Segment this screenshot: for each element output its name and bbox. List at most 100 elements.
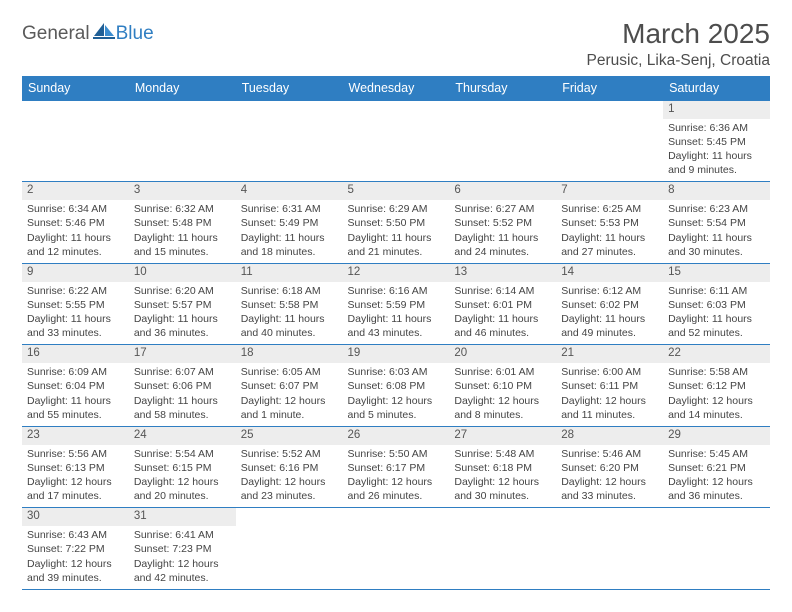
day-number: 31	[129, 508, 236, 526]
weekday-header: Thursday	[449, 76, 556, 101]
day-number: 10	[129, 264, 236, 282]
day-number: 3	[129, 182, 236, 200]
calendar-day-cell: 6Sunrise: 6:27 AMSunset: 5:52 PMDaylight…	[449, 182, 556, 263]
day-details: Sunrise: 6:20 AMSunset: 5:57 PMDaylight:…	[129, 282, 236, 345]
weekday-header: Sunday	[22, 76, 129, 101]
sunset-line: Sunset: 5:50 PM	[348, 216, 445, 230]
calendar-day-cell: 23Sunrise: 5:56 AMSunset: 6:13 PMDayligh…	[22, 426, 129, 507]
calendar-day-cell: 4Sunrise: 6:31 AMSunset: 5:49 PMDaylight…	[236, 182, 343, 263]
daylight-line: Daylight: 12 hours and 11 minutes.	[561, 394, 658, 422]
calendar-table: SundayMondayTuesdayWednesdayThursdayFrid…	[22, 76, 770, 590]
daylight-line: Daylight: 11 hours and 58 minutes.	[134, 394, 231, 422]
day-number: 11	[236, 264, 343, 282]
calendar-day-cell: 14Sunrise: 6:12 AMSunset: 6:02 PMDayligh…	[556, 263, 663, 344]
calendar-day-cell	[129, 101, 236, 182]
calendar-day-cell: 3Sunrise: 6:32 AMSunset: 5:48 PMDaylight…	[129, 182, 236, 263]
sunset-line: Sunset: 6:02 PM	[561, 298, 658, 312]
day-number: 29	[663, 427, 770, 445]
day-details: Sunrise: 5:56 AMSunset: 6:13 PMDaylight:…	[22, 445, 129, 508]
daylight-line: Daylight: 11 hours and 36 minutes.	[134, 312, 231, 340]
day-number: 2	[22, 182, 129, 200]
day-details: Sunrise: 6:05 AMSunset: 6:07 PMDaylight:…	[236, 363, 343, 426]
daylight-line: Daylight: 11 hours and 18 minutes.	[241, 231, 338, 259]
daylight-line: Daylight: 12 hours and 20 minutes.	[134, 475, 231, 503]
daylight-line: Daylight: 12 hours and 39 minutes.	[27, 557, 124, 585]
sunrise-line: Sunrise: 6:05 AM	[241, 365, 338, 379]
day-details: Sunrise: 6:29 AMSunset: 5:50 PMDaylight:…	[343, 200, 450, 263]
sunset-line: Sunset: 6:15 PM	[134, 461, 231, 475]
sunset-line: Sunset: 7:23 PM	[134, 542, 231, 556]
day-details: Sunrise: 5:45 AMSunset: 6:21 PMDaylight:…	[663, 445, 770, 508]
day-details: Sunrise: 5:50 AMSunset: 6:17 PMDaylight:…	[343, 445, 450, 508]
sunrise-line: Sunrise: 6:31 AM	[241, 202, 338, 216]
calendar-day-cell: 10Sunrise: 6:20 AMSunset: 5:57 PMDayligh…	[129, 263, 236, 344]
sunrise-line: Sunrise: 5:58 AM	[668, 365, 765, 379]
sunset-line: Sunset: 5:53 PM	[561, 216, 658, 230]
sunset-line: Sunset: 6:20 PM	[561, 461, 658, 475]
calendar-day-cell	[556, 101, 663, 182]
daylight-line: Daylight: 11 hours and 30 minutes.	[668, 231, 765, 259]
calendar-day-cell: 21Sunrise: 6:00 AMSunset: 6:11 PMDayligh…	[556, 345, 663, 426]
sunrise-line: Sunrise: 6:00 AM	[561, 365, 658, 379]
daylight-line: Daylight: 11 hours and 9 minutes.	[668, 149, 765, 177]
sunset-line: Sunset: 5:52 PM	[454, 216, 551, 230]
calendar-week-row: 1Sunrise: 6:36 AMSunset: 5:45 PMDaylight…	[22, 101, 770, 182]
sunrise-line: Sunrise: 5:45 AM	[668, 447, 765, 461]
sunrise-line: Sunrise: 6:29 AM	[348, 202, 445, 216]
day-details: Sunrise: 6:34 AMSunset: 5:46 PMDaylight:…	[22, 200, 129, 263]
sunset-line: Sunset: 5:57 PM	[134, 298, 231, 312]
day-number: 24	[129, 427, 236, 445]
calendar-day-cell	[663, 508, 770, 589]
daylight-line: Daylight: 12 hours and 26 minutes.	[348, 475, 445, 503]
day-details: Sunrise: 6:18 AMSunset: 5:58 PMDaylight:…	[236, 282, 343, 345]
daylight-line: Daylight: 11 hours and 46 minutes.	[454, 312, 551, 340]
sunset-line: Sunset: 6:21 PM	[668, 461, 765, 475]
sunrise-line: Sunrise: 6:34 AM	[27, 202, 124, 216]
sunrise-line: Sunrise: 6:18 AM	[241, 284, 338, 298]
calendar-day-cell: 27Sunrise: 5:48 AMSunset: 6:18 PMDayligh…	[449, 426, 556, 507]
daylight-line: Daylight: 12 hours and 8 minutes.	[454, 394, 551, 422]
daylight-line: Daylight: 12 hours and 33 minutes.	[561, 475, 658, 503]
sunrise-line: Sunrise: 5:46 AM	[561, 447, 658, 461]
day-number: 26	[343, 427, 450, 445]
sunrise-line: Sunrise: 5:52 AM	[241, 447, 338, 461]
daylight-line: Daylight: 11 hours and 33 minutes.	[27, 312, 124, 340]
day-number: 22	[663, 345, 770, 363]
daylight-line: Daylight: 12 hours and 5 minutes.	[348, 394, 445, 422]
daylight-line: Daylight: 11 hours and 40 minutes.	[241, 312, 338, 340]
sunrise-line: Sunrise: 6:27 AM	[454, 202, 551, 216]
day-details: Sunrise: 6:32 AMSunset: 5:48 PMDaylight:…	[129, 200, 236, 263]
sunset-line: Sunset: 6:13 PM	[27, 461, 124, 475]
day-number: 15	[663, 264, 770, 282]
sunrise-line: Sunrise: 6:23 AM	[668, 202, 765, 216]
sunrise-line: Sunrise: 6:22 AM	[27, 284, 124, 298]
calendar-day-cell	[343, 508, 450, 589]
day-number: 21	[556, 345, 663, 363]
day-details: Sunrise: 5:54 AMSunset: 6:15 PMDaylight:…	[129, 445, 236, 508]
sunset-line: Sunset: 6:12 PM	[668, 379, 765, 393]
day-number: 6	[449, 182, 556, 200]
day-number: 14	[556, 264, 663, 282]
calendar-day-cell: 5Sunrise: 6:29 AMSunset: 5:50 PMDaylight…	[343, 182, 450, 263]
calendar-day-cell: 12Sunrise: 6:16 AMSunset: 5:59 PMDayligh…	[343, 263, 450, 344]
day-number: 17	[129, 345, 236, 363]
calendar-week-row: 30Sunrise: 6:43 AMSunset: 7:22 PMDayligh…	[22, 508, 770, 589]
logo: General Blue	[22, 18, 154, 45]
calendar-day-cell: 30Sunrise: 6:43 AMSunset: 7:22 PMDayligh…	[22, 508, 129, 589]
calendar-day-cell: 31Sunrise: 6:41 AMSunset: 7:23 PMDayligh…	[129, 508, 236, 589]
day-details: Sunrise: 6:07 AMSunset: 6:06 PMDaylight:…	[129, 363, 236, 426]
day-number: 9	[22, 264, 129, 282]
sunset-line: Sunset: 6:03 PM	[668, 298, 765, 312]
day-details: Sunrise: 6:09 AMSunset: 6:04 PMDaylight:…	[22, 363, 129, 426]
sunrise-line: Sunrise: 5:50 AM	[348, 447, 445, 461]
calendar-week-row: 23Sunrise: 5:56 AMSunset: 6:13 PMDayligh…	[22, 426, 770, 507]
calendar-day-cell	[449, 101, 556, 182]
weekday-header: Tuesday	[236, 76, 343, 101]
sunrise-line: Sunrise: 6:12 AM	[561, 284, 658, 298]
sunset-line: Sunset: 5:59 PM	[348, 298, 445, 312]
calendar-day-cell: 29Sunrise: 5:45 AMSunset: 6:21 PMDayligh…	[663, 426, 770, 507]
calendar-day-cell	[22, 101, 129, 182]
sunset-line: Sunset: 5:55 PM	[27, 298, 124, 312]
weekday-header: Saturday	[663, 76, 770, 101]
calendar-day-cell: 8Sunrise: 6:23 AMSunset: 5:54 PMDaylight…	[663, 182, 770, 263]
